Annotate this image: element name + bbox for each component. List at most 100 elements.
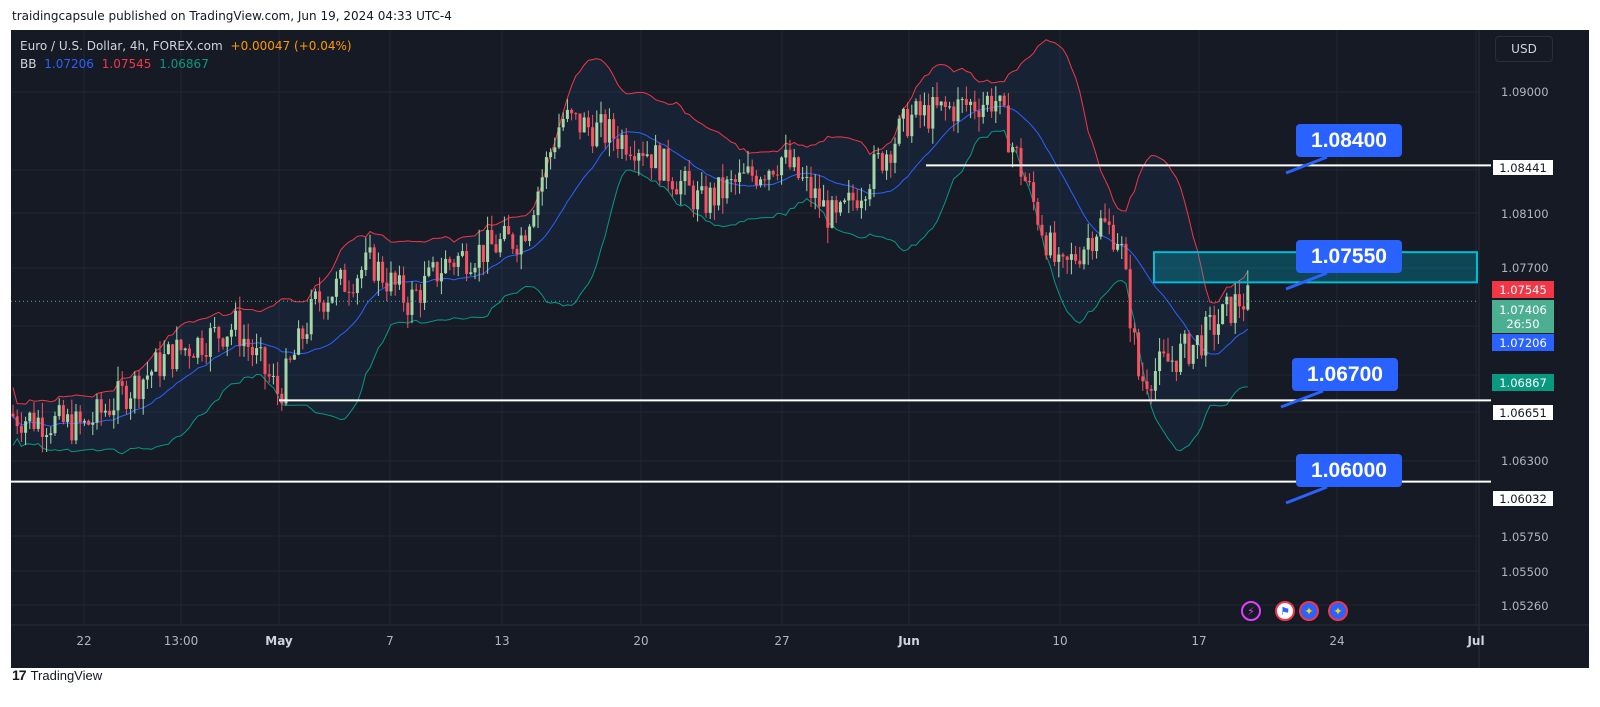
us-flag-icon[interactable]: ⚑ [1275,601,1295,621]
candle-body [922,105,926,116]
candle-body [263,347,267,375]
candle-body [1116,243,1120,250]
date-tick: 22 [76,634,92,648]
candle-body [507,225,511,235]
candle-body [179,339,183,351]
callout-1-06000[interactable]: 1.06000 [1296,454,1402,487]
symbol-legend[interactable]: Euro / U.S. Dollar, 4h, FOREX.com +0.000… [20,39,356,53]
candle-body [276,375,280,394]
candle-body [376,261,380,281]
candle-body [931,97,935,129]
last-price-label: 1.07406 26:50 [1492,300,1554,333]
candle-body [238,310,242,347]
callout-1-06700[interactable]: 1.06700 [1292,358,1398,391]
candle-body [1200,335,1204,356]
candle-body [990,95,994,112]
candle-body [843,200,847,203]
candle-body [578,113,582,133]
candle-body [1242,306,1246,310]
candle-body [1191,344,1195,364]
candle-body [855,200,859,209]
candle-body [960,99,964,101]
candle-body [217,327,221,339]
candle-body [948,106,952,108]
candle-body [1086,238,1090,250]
candle-body [956,99,960,122]
candle-body [343,269,347,292]
candle-body [691,185,695,210]
candle-body [103,410,107,413]
candle-body [19,426,23,433]
date-tick: Jun [898,634,920,648]
candle-body [771,170,775,175]
candle-body [271,375,275,377]
candle-body [406,302,410,315]
price-tick: 1.05260 [1501,599,1549,613]
candle-body [208,328,212,357]
currency-button[interactable]: USD [1495,36,1553,62]
candle-body [1183,333,1187,344]
candle-body [187,348,191,357]
lightning-icon[interactable]: ⚡ [1241,601,1261,621]
candle-body [389,272,393,292]
bb-band-area [13,39,1248,454]
price-change: +0.00047 (+0.04%) [230,39,352,53]
candle-body [813,188,817,198]
candle-body [78,411,82,423]
eu-flag-icon[interactable]: ✦ [1299,601,1319,621]
candle-body [624,134,628,155]
bb-upper-line [12,39,1249,405]
candle-body [61,405,65,422]
candle-body [1120,243,1124,245]
candle-body [145,375,149,380]
candle-body [1221,304,1225,325]
candle-body [465,251,469,274]
candle-body [964,99,968,105]
candle-body [1082,249,1086,265]
brand-name: TradingView [30,667,103,683]
candle-body [1027,180,1031,183]
candle-body [586,117,590,128]
candle-body [914,101,918,115]
date-tick: Jul [1467,634,1485,648]
candle-body [137,375,141,400]
candle-body [15,416,19,427]
candle-body [515,248,519,255]
bb-basis-value: 1.07206 [44,57,94,71]
candle-body [200,337,204,356]
candle-body [523,235,527,241]
chart-pane[interactable]: Euro / U.S. Dollar, 4h, FOREX.com +0.000… [11,30,1589,668]
candle-body [1032,182,1036,202]
candle-body [809,176,813,198]
level-label-lower: 1.06032 [1492,490,1554,507]
candle-body [658,145,662,181]
candle-body [45,435,49,438]
candle-body [742,172,746,174]
candle-body [549,152,553,158]
candle-body [1103,218,1107,222]
candle-body [393,272,397,285]
callout-1-07550[interactable]: 1.07550 [1296,240,1402,273]
eu-flag-icon[interactable]: ✦ [1328,601,1348,621]
candle-body [775,174,779,176]
candle-body [721,177,725,199]
candle-body [973,101,977,111]
tradingview-brand[interactable]: 17 TradingView [12,667,102,683]
candle-body [910,114,914,137]
candle-body [859,200,863,209]
candle-body [313,291,317,299]
candle-body [981,104,985,118]
bb-upper-value: 1.07545 [101,57,152,71]
candle-body [725,179,729,199]
candle-body [1162,351,1166,354]
bb-lower-value: 1.06867 [159,57,209,71]
callout-1-08400[interactable]: 1.08400 [1296,124,1402,157]
candle-body [242,338,246,347]
candle-body [322,302,326,312]
bb-legend[interactable]: BB 1.07206 1.07545 1.06867 [20,57,213,71]
candle-body [305,334,309,339]
chart-overlays [11,155,1491,505]
candle-body [729,179,733,181]
price-chart[interactable] [11,30,1589,668]
date-tick: 13 [494,634,510,648]
